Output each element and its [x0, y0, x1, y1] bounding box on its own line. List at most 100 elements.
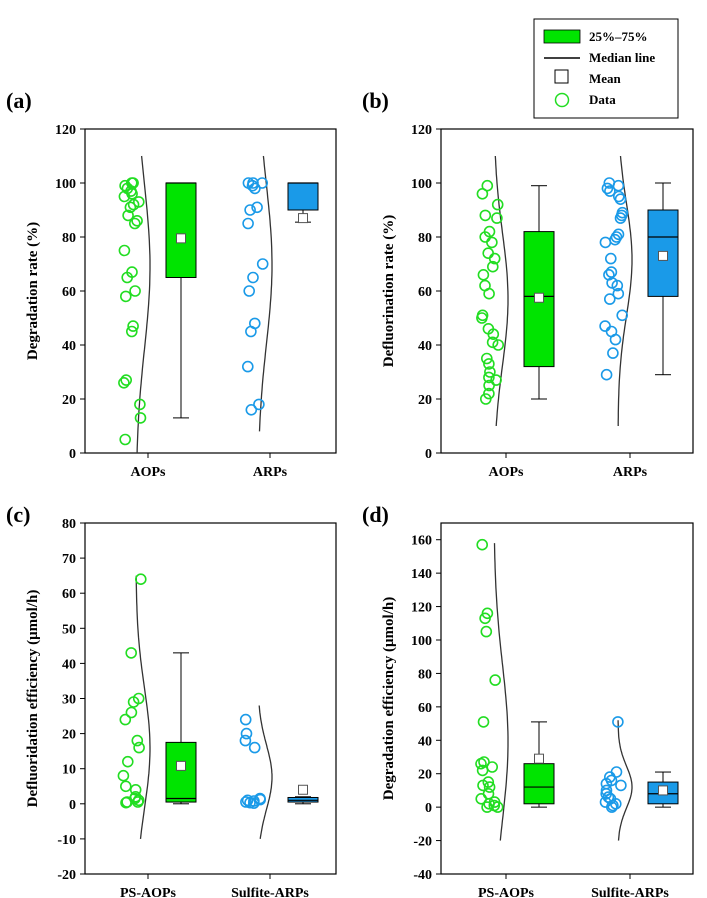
data-point — [129, 285, 141, 297]
data-point — [251, 201, 263, 214]
distribution-curve — [136, 155, 151, 454]
data-point — [249, 182, 261, 195]
panel-label-b: (b) — [362, 88, 389, 113]
data-point — [479, 209, 492, 222]
x-tick-label: AOPs — [489, 465, 525, 480]
data-point — [614, 212, 627, 224]
data-point — [486, 236, 498, 249]
legend-mean-label: Mean — [589, 71, 622, 86]
panel-label-a: (a) — [6, 88, 32, 113]
x-tick-label: ARPs — [253, 465, 288, 480]
legend-data-swatch — [554, 92, 570, 108]
distribution-curve — [258, 705, 273, 839]
data-point — [127, 198, 140, 211]
data-point — [118, 376, 130, 389]
x-tick-label: PS-AOPs — [120, 886, 177, 898]
mean-marker — [298, 784, 308, 795]
data-point — [117, 769, 130, 782]
data-point — [245, 403, 258, 416]
data-point — [480, 625, 493, 638]
data-point — [244, 204, 256, 216]
box-iqr — [287, 182, 319, 211]
data-point — [486, 336, 499, 349]
data-point — [132, 796, 144, 808]
data-point — [240, 727, 253, 740]
legend-median-label: Median line — [589, 50, 655, 65]
data-point — [611, 279, 624, 292]
data-point — [483, 379, 495, 392]
y-tick-label: 20 — [418, 393, 432, 408]
data-point — [248, 741, 261, 754]
data-point — [476, 188, 489, 200]
data-point — [491, 212, 503, 224]
data-point — [131, 734, 144, 747]
legend-box-swatch — [543, 29, 581, 44]
x-tick-label: AOPs — [131, 465, 167, 480]
y-tick-label: 80 — [418, 231, 432, 246]
box-iqr — [165, 741, 197, 803]
mean-marker — [176, 760, 186, 771]
data-point — [607, 347, 619, 359]
data-point — [612, 716, 624, 728]
x-tick-label: Sulfite-ARPs — [231, 886, 309, 898]
data-point — [126, 188, 138, 200]
y-tick-label: 60 — [62, 285, 76, 300]
mean-marker — [658, 250, 668, 261]
plot-frame — [84, 128, 337, 454]
y-tick-label: 60 — [418, 701, 432, 716]
data-point — [609, 333, 622, 346]
data-point — [239, 734, 252, 747]
data-point — [127, 696, 140, 708]
data-point — [246, 179, 259, 192]
data-point — [242, 217, 254, 230]
data-point — [120, 374, 132, 386]
mean-marker — [176, 233, 186, 244]
mean-marker — [658, 785, 668, 796]
data-point — [482, 247, 495, 259]
y-tick-label: -40 — [413, 868, 432, 883]
y-tick-label: 0 — [69, 798, 76, 813]
y-tick-label: 40 — [418, 734, 432, 749]
data-point — [486, 260, 499, 273]
data-point — [120, 780, 132, 793]
data-point — [134, 412, 147, 424]
series-ARPs — [599, 155, 679, 426]
data-point — [242, 360, 254, 373]
panel-label-c: (c) — [6, 502, 30, 527]
y-tick-label: 20 — [418, 768, 432, 783]
mean-marker — [534, 753, 544, 764]
data-point — [491, 801, 504, 813]
distribution-curve — [493, 543, 509, 841]
data-point — [599, 236, 612, 249]
legend-data-label: Data — [589, 92, 616, 107]
y-tick-label: 120 — [411, 601, 432, 616]
plot-frame — [84, 522, 337, 875]
data-point — [603, 293, 616, 305]
series-Sulfite-ARPs — [239, 705, 319, 839]
box-iqr — [165, 182, 197, 278]
y-tick-label: 80 — [418, 667, 432, 682]
data-point — [477, 268, 490, 281]
data-point — [491, 198, 504, 211]
data-point — [239, 713, 252, 726]
data-point — [604, 252, 617, 265]
data-point — [612, 179, 625, 192]
data-point — [127, 320, 139, 332]
data-point — [476, 312, 488, 324]
y-tick-label: 40 — [62, 657, 76, 672]
data-point — [247, 271, 259, 284]
x-tick-label: PS-AOPs — [478, 886, 535, 898]
y-tick-label: 120 — [55, 123, 76, 138]
y-tick-label: 20 — [62, 728, 76, 743]
data-point — [120, 796, 132, 809]
panel-d: -40 -20 0 20 40 60 80 100 120 140 160 Degradation e… — [381, 522, 694, 898]
distribution-curve — [258, 155, 273, 432]
data-point — [488, 252, 501, 265]
data-point — [118, 190, 131, 203]
data-point — [492, 339, 505, 351]
data-point — [483, 287, 495, 300]
data-point — [604, 185, 616, 197]
data-point — [248, 797, 260, 809]
data-point — [256, 258, 269, 270]
data-point — [477, 779, 489, 792]
